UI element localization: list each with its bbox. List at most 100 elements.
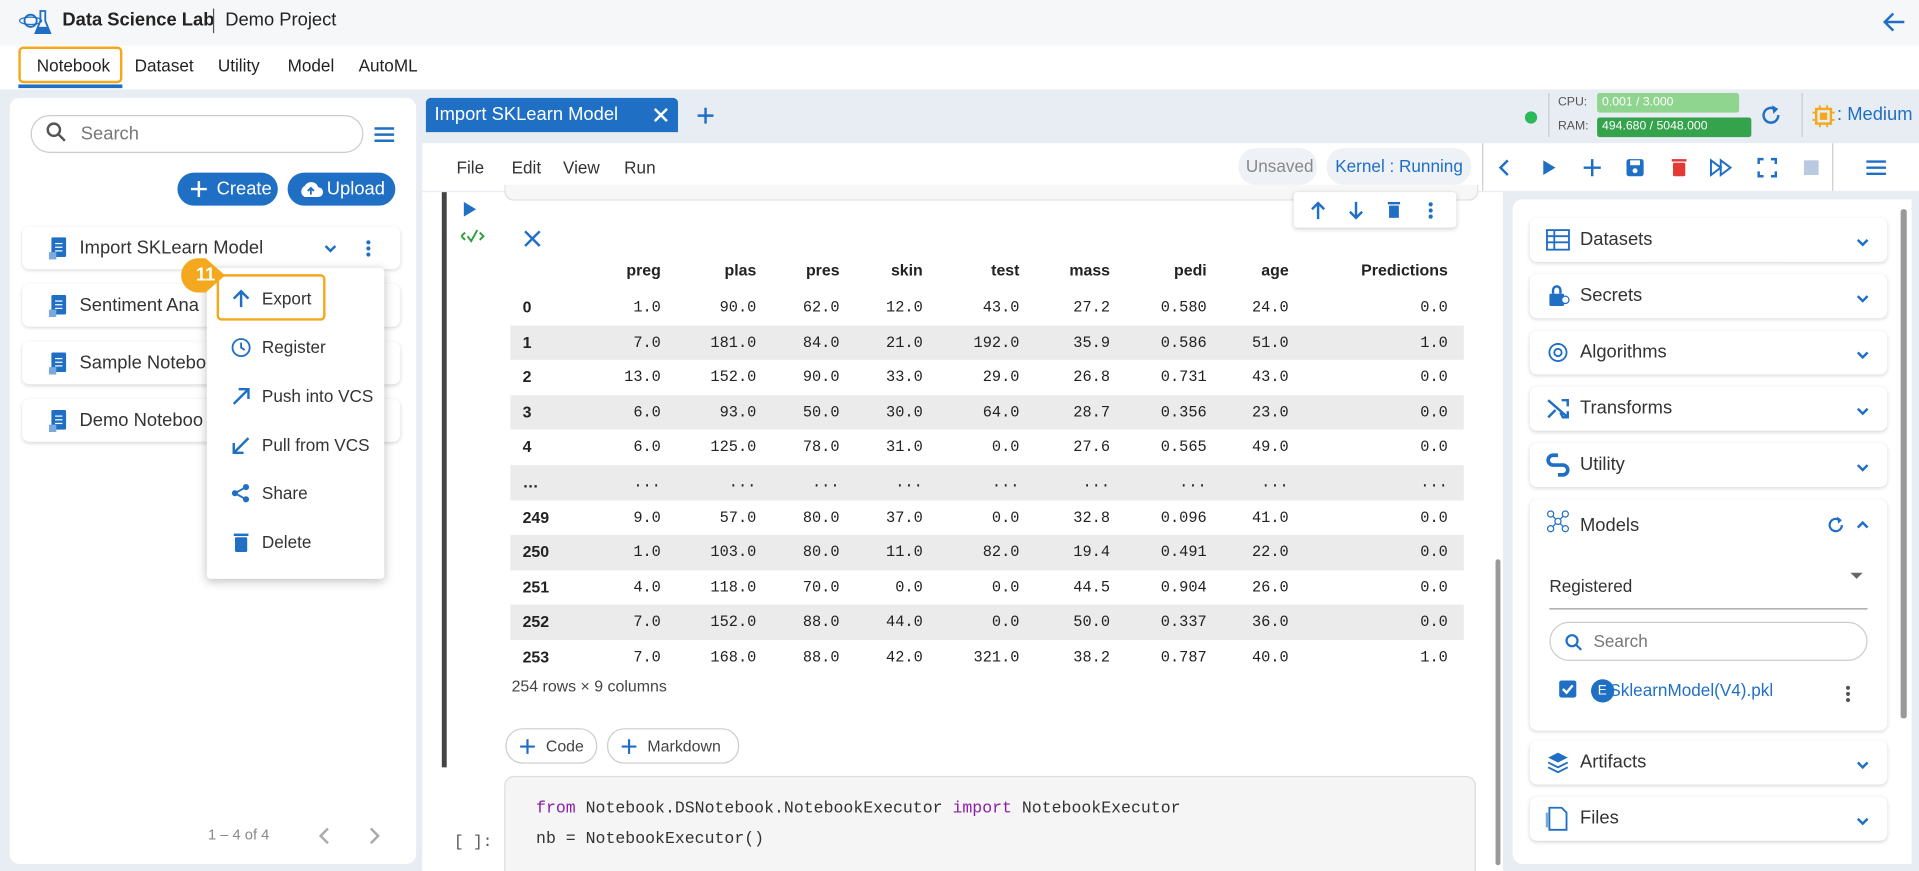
section-icon [1547, 808, 1569, 830]
toolbar-button[interactable] [1803, 159, 1825, 176]
section-title: Datasets [1580, 229, 1652, 251]
ram-value: 494.680 / 5048.000 [1602, 120, 1707, 135]
expand-chevron[interactable] [1855, 759, 1870, 771]
expand-chevron[interactable] [1855, 349, 1870, 361]
model-options[interactable] [1846, 685, 1851, 702]
output-table: pregplaspresskintestmasspediagePredictio… [510, 253, 1463, 639]
resource-divider [1548, 93, 1549, 137]
cell-action[interactable] [1349, 202, 1364, 219]
nav-tab[interactable]: Dataset [135, 56, 194, 77]
logo [20, 6, 52, 38]
expand-chevron[interactable] [1855, 815, 1870, 827]
notebook-icon [49, 237, 69, 259]
code-keyword: import [952, 800, 1011, 818]
list-menu[interactable] [374, 126, 394, 143]
table-cell: 0.0 [1301, 509, 1448, 527]
menu-item[interactable]: Register [262, 337, 326, 358]
notebook-name: Sentiment Ana [80, 295, 199, 317]
search-placeholder: Search [81, 124, 139, 146]
clear-output[interactable] [525, 231, 540, 246]
refresh-resources[interactable] [1761, 105, 1781, 125]
table-cell: ... [1301, 474, 1448, 492]
create-button[interactable]: Create [177, 173, 277, 206]
nav-tab[interactable]: Utility [218, 56, 260, 77]
table-cell: 0.0 [1301, 579, 1448, 597]
section-icon [1547, 510, 1569, 532]
more-options[interactable] [366, 240, 371, 257]
add-cell-button[interactable]: Markdown [607, 728, 739, 763]
toolbar-button[interactable] [1498, 159, 1520, 176]
scrollbar [1901, 209, 1907, 718]
panel-section[interactable]: Transforms [1530, 387, 1887, 431]
toolbar-button[interactable] [1626, 159, 1648, 176]
code-line: from Notebook.DSNotebook.NotebookExecuto… [536, 800, 1180, 820]
section-title: Files [1580, 808, 1619, 830]
export-highlight [217, 274, 326, 321]
expand-chevron[interactable] [1855, 236, 1870, 248]
upload-button[interactable]: Upload [288, 173, 396, 206]
table-cell: 1.0 [1301, 649, 1448, 667]
table-cell: 0.0 [1301, 299, 1448, 317]
toolbar-button[interactable] [1759, 159, 1781, 176]
panel-section[interactable]: Files [1530, 797, 1887, 841]
add-cell-button[interactable]: Code [505, 728, 597, 763]
notebook-name: Import SKLearn Model [80, 237, 264, 259]
panel-section[interactable]: Utility [1530, 443, 1887, 487]
prev-page[interactable] [318, 827, 330, 844]
menu-item[interactable]: Share [262, 483, 308, 504]
panel-section[interactable]: Algorithms [1530, 330, 1887, 374]
menu-button[interactable]: Run [624, 157, 655, 178]
expand-chevron[interactable] [323, 242, 338, 254]
nav-tab[interactable]: AutoML [359, 56, 418, 77]
code-cell [504, 776, 1476, 871]
model-filter[interactable]: Registered [1549, 576, 1632, 597]
menu-button[interactable]: View [563, 157, 600, 178]
menu-item[interactable]: Delete [262, 532, 312, 553]
close-tab[interactable] [655, 109, 667, 121]
scrollbar [1496, 559, 1501, 865]
cell-action[interactable] [1387, 202, 1402, 219]
table-cell: 22.0 [1142, 544, 1289, 562]
dropdown-underline [1549, 608, 1867, 609]
notebook-tab-label: Import SKLearn Model [434, 104, 618, 126]
panel-section[interactable]: Artifacts [1530, 740, 1887, 784]
notebook-tab[interactable]: Import SKLearn Model [426, 98, 678, 132]
menu-button[interactable]: Edit [512, 157, 542, 178]
menu-button[interactable]: File [456, 157, 484, 178]
cell-border [442, 192, 447, 767]
search-icon [1565, 634, 1582, 651]
expand-chevron[interactable] [1855, 461, 1870, 473]
menu-icon [231, 483, 251, 503]
toolbar-button[interactable] [1710, 159, 1732, 176]
menu-item[interactable]: Pull from VCS [262, 435, 370, 456]
right-panel: Datasets Secrets Algorithms Transforms Utili… [1513, 199, 1912, 864]
notebook-name: Demo Noteboo [80, 410, 203, 432]
notebook-icon [49, 295, 69, 317]
add-cell-label: Code [546, 737, 584, 756]
toolbar-divider [1832, 143, 1833, 191]
new-tab[interactable] [698, 108, 714, 124]
refresh-models[interactable] [1827, 516, 1844, 533]
cell-action[interactable] [1428, 202, 1443, 219]
panel-section[interactable]: Secrets [1530, 274, 1887, 318]
cell-action[interactable] [1311, 202, 1326, 219]
model-checkbox[interactable] [1559, 680, 1576, 697]
menu-icon [231, 532, 251, 552]
expand-chevron[interactable] [1855, 293, 1870, 305]
toolbar-button[interactable] [1541, 159, 1563, 176]
panel-section[interactable]: Datasets [1530, 218, 1887, 262]
back-button[interactable] [1882, 11, 1906, 33]
notebook-name: Sample Notebo [80, 352, 207, 374]
toolbar-button[interactable] [1866, 159, 1888, 176]
column-header: Predictions [1301, 261, 1448, 280]
toolbar-button[interactable] [1671, 159, 1693, 176]
collapse-chevron[interactable] [1855, 519, 1870, 531]
toolbar-button[interactable] [1584, 159, 1606, 176]
dropdown-arrow [1850, 573, 1862, 580]
model-name[interactable]: SklearnModel(V4).pkl [1609, 680, 1773, 701]
next-page[interactable] [368, 827, 380, 844]
run-cell[interactable] [464, 202, 476, 217]
expand-chevron[interactable] [1855, 405, 1870, 417]
menu-item[interactable]: Push into VCS [262, 386, 373, 407]
nav-tab[interactable]: Model [288, 56, 335, 77]
